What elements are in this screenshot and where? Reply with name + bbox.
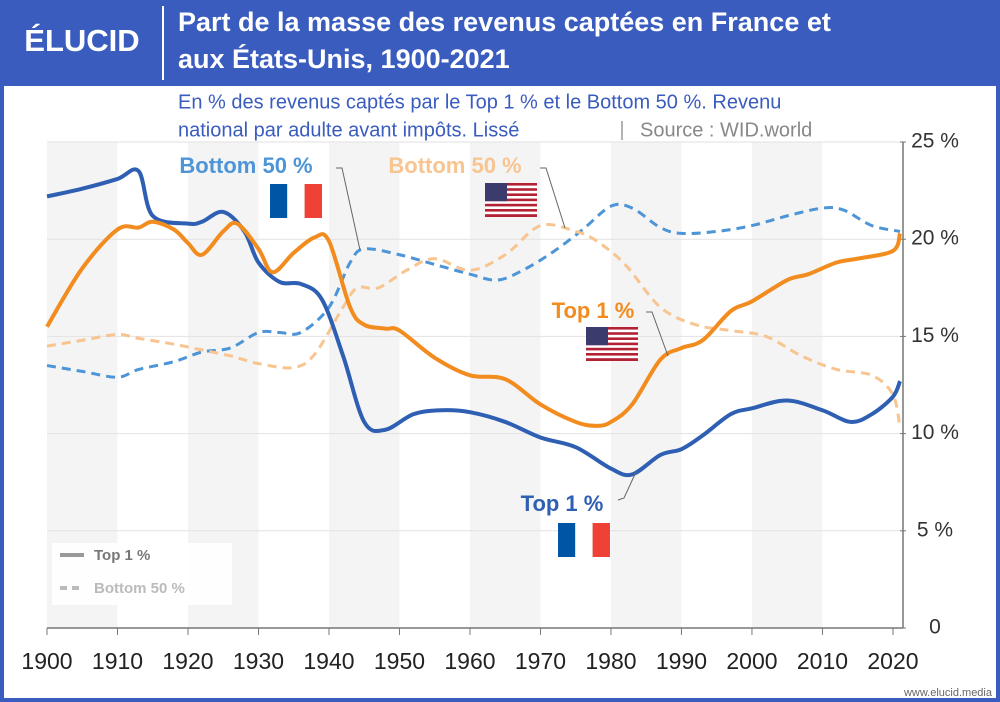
leader-line bbox=[336, 167, 361, 251]
x-tick-label: 1910 bbox=[92, 648, 143, 674]
annotation: Bottom 50 % bbox=[388, 153, 521, 178]
y-tick-label: 15 % bbox=[911, 324, 959, 347]
y-tick-label: 5 % bbox=[917, 518, 953, 541]
subtitle: national par adulte avant impôts. Lissé bbox=[178, 119, 519, 141]
title: aux États-Unis, 1900-2021 bbox=[178, 43, 510, 74]
flag-usa bbox=[485, 183, 537, 217]
leader-line bbox=[617, 471, 637, 501]
x-tick-label: 1950 bbox=[374, 648, 425, 674]
series-line bbox=[46, 222, 902, 429]
decade-band bbox=[469, 142, 541, 628]
footer: www.elucid.media bbox=[903, 687, 993, 699]
x-tick-label: 1970 bbox=[515, 648, 566, 674]
y-tick-label: 0 bbox=[929, 616, 941, 639]
logo: ÉLUCID bbox=[24, 23, 139, 58]
series-line bbox=[46, 167, 902, 478]
title: Part de la masse des revenus captées en … bbox=[178, 7, 831, 37]
series-line bbox=[46, 202, 901, 379]
x-tick-label: 2010 bbox=[797, 648, 848, 674]
legend-label: Bottom 50 % bbox=[94, 580, 185, 597]
leader-line bbox=[540, 167, 566, 229]
x-tick-label: 1980 bbox=[585, 648, 636, 674]
decade-band bbox=[751, 142, 823, 628]
header bbox=[0, 0, 1000, 86]
flag-usa bbox=[586, 327, 638, 361]
annotation: Top 1 % bbox=[521, 491, 604, 516]
annotation: Bottom 50 % bbox=[179, 153, 312, 178]
x-tick-label: 2000 bbox=[726, 648, 777, 674]
y-tick-label: 10 % bbox=[911, 421, 959, 444]
legend-label: Top 1 % bbox=[94, 547, 150, 564]
x-tick-label: 1960 bbox=[444, 648, 495, 674]
subtitle: En % des revenus captés par le Top 1 % e… bbox=[178, 91, 781, 113]
x-tick-label: 1940 bbox=[303, 648, 354, 674]
annotation: Top 1 % bbox=[552, 298, 635, 323]
x-tick-label: 1900 bbox=[21, 648, 72, 674]
leader-line bbox=[646, 311, 669, 357]
y-tick-label: 25 % bbox=[911, 130, 959, 153]
flag-france bbox=[270, 184, 322, 218]
x-tick-label: 2020 bbox=[867, 648, 918, 674]
decade-band bbox=[328, 142, 400, 628]
x-tick-label: 1930 bbox=[233, 648, 284, 674]
series-line bbox=[45, 219, 902, 428]
x-tick-label: 1920 bbox=[162, 648, 213, 674]
x-tick-label: 1990 bbox=[656, 648, 707, 674]
annotations: Bottom 50 % Bottom 50 % Top 1 % Top 1 % bbox=[179, 153, 669, 516]
source: Source : WID.world bbox=[640, 119, 812, 141]
flag-france bbox=[558, 523, 610, 557]
y-tick-label: 20 % bbox=[911, 227, 959, 250]
